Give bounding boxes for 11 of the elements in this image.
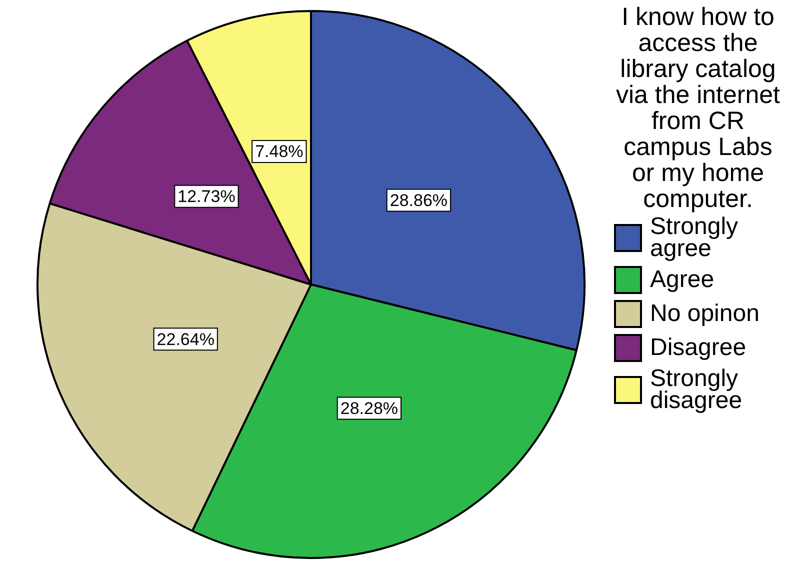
legend-label: Agree <box>650 266 714 293</box>
data-label: 7.48% <box>255 142 304 162</box>
data-label: 28.28% <box>340 398 398 418</box>
legend-title: I know how to access the library catalog via the internet from CR campus Labs or my home computer. <box>615 3 781 213</box>
data-label: 28.86% <box>390 190 448 210</box>
data-label: 22.64% <box>156 330 214 349</box>
legend-label: No opinon <box>650 300 760 327</box>
legend-label: Strongly agree <box>650 213 740 262</box>
legend-label: Disagree <box>650 334 746 361</box>
legend-label: Strongly disagree <box>650 365 744 414</box>
data-label: 12.73% <box>178 187 236 206</box>
